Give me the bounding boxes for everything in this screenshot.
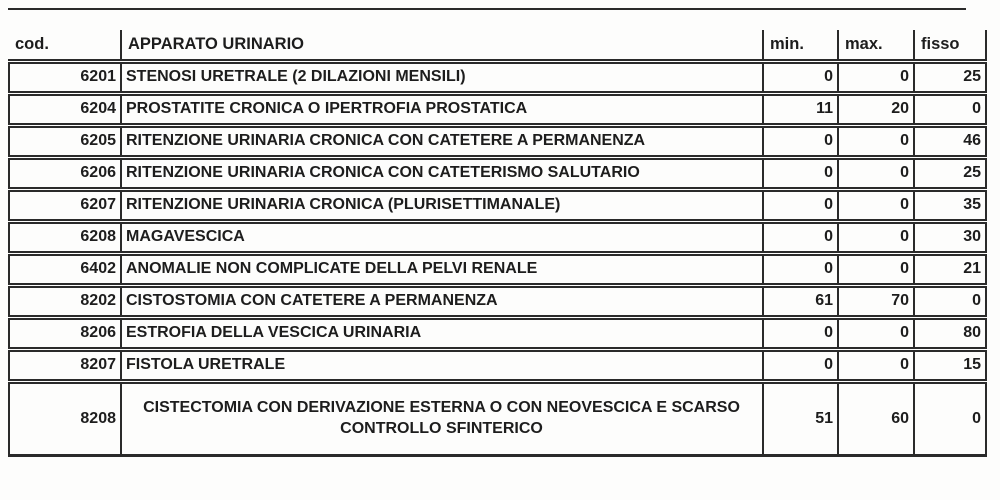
cell-min: 0 (762, 189, 839, 221)
cell-description: RITENZIONE URINARIA CRONICA CON CATETERI… (120, 157, 764, 189)
cell-min: 0 (762, 61, 839, 93)
cell-cod: 6208 (8, 221, 122, 253)
tariff-table: cod. APPARATO URINARIO min. max. fisso 6… (8, 30, 987, 457)
header-desc: APPARATO URINARIO (120, 30, 764, 61)
cell-fisso: 35 (913, 189, 987, 221)
cell-cod: 6204 (8, 93, 122, 125)
header-max: max. (837, 30, 915, 61)
cell-description: FISTOLA URETRALE (120, 349, 764, 381)
cell-min: 0 (762, 125, 839, 157)
table-row: 6205 RITENZIONE URINARIA CRONICA CON CATE… (8, 125, 987, 157)
cell-max: 0 (837, 317, 915, 349)
header-min: min. (762, 30, 839, 61)
cell-cod: 8202 (8, 285, 122, 317)
cell-min: 61 (762, 285, 839, 317)
cell-max: 0 (837, 157, 915, 189)
cell-description: CISTECTOMIA CON DERIVAZIONE ESTERNA O CO… (120, 381, 764, 455)
cell-max: 0 (837, 221, 915, 253)
cell-fisso: 21 (913, 253, 987, 285)
cell-cod: 8206 (8, 317, 122, 349)
cell-cod: 6205 (8, 125, 122, 157)
cell-max: 20 (837, 93, 915, 125)
table-row: 8202 CISTOSTOMIA CON CATETERE A PERMANENZ… (8, 285, 987, 317)
cell-fisso: 0 (913, 285, 987, 317)
cell-description: PROSTATITE CRONICA O IPERTROFIA PROSTATI… (120, 93, 764, 125)
cell-fisso: 0 (913, 381, 987, 455)
table-row: 8208 CISTECTOMIA CON DERIVAZIONE ESTERNA … (8, 381, 987, 455)
cell-cod: 6402 (8, 253, 122, 285)
cell-description: RITENZIONE URINARIA CRONICA (PLURISETTIM… (120, 189, 764, 221)
header-fisso: fisso (913, 30, 987, 61)
cell-max: 0 (837, 349, 915, 381)
cell-cod: 8207 (8, 349, 122, 381)
table-body: 6201 STENOSI URETRALE (2 DILAZIONI MENSIL… (8, 61, 987, 455)
cell-cod: 6201 (8, 61, 122, 93)
cell-max: 0 (837, 189, 915, 221)
cell-fisso: 46 (913, 125, 987, 157)
header-cod: cod. (9, 30, 122, 61)
cell-description: RITENZIONE URINARIA CRONICA CON CATETERE… (120, 125, 764, 157)
cell-min: 0 (762, 253, 839, 285)
cell-cod: 6207 (8, 189, 122, 221)
cell-max: 0 (837, 253, 915, 285)
cell-description: MAGAVESCICA (120, 221, 764, 253)
cell-description: ANOMALIE NON COMPLICATE DELLA PELVI RENA… (120, 253, 764, 285)
cell-min: 0 (762, 349, 839, 381)
cell-min: 0 (762, 157, 839, 189)
table-row: 6204 PROSTATITE CRONICA O IPERTROFIA PROS… (8, 93, 987, 125)
table-row: 6207 RITENZIONE URINARIA CRONICA (PLURISE… (8, 189, 987, 221)
table-row: 8206 ESTROFIA DELLA VESCICA URINARIA 0 0 80 (8, 317, 987, 349)
table-header: cod. APPARATO URINARIO min. max. fisso (9, 30, 987, 61)
cell-max: 0 (837, 61, 915, 93)
cell-min: 11 (762, 93, 839, 125)
cell-description: STENOSI URETRALE (2 DILAZIONI MENSILI) (120, 61, 764, 93)
table-row: 6206 RITENZIONE URINARIA CRONICA CON CATE… (8, 157, 987, 189)
cropped-row-border (8, 8, 966, 10)
cell-fisso: 25 (913, 157, 987, 189)
cell-fisso: 0 (913, 93, 987, 125)
cell-min: 0 (762, 317, 839, 349)
cell-description: ESTROFIA DELLA VESCICA URINARIA (120, 317, 764, 349)
cell-fisso: 80 (913, 317, 987, 349)
cell-cod: 8208 (8, 381, 122, 455)
cell-max: 70 (837, 285, 915, 317)
table-row: 6201 STENOSI URETRALE (2 DILAZIONI MENSIL… (8, 61, 987, 93)
table-row: 6402 ANOMALIE NON COMPLICATE DELLA PELVI … (8, 253, 987, 285)
cell-fisso: 15 (913, 349, 987, 381)
cell-fisso: 30 (913, 221, 987, 253)
cell-max: 0 (837, 125, 915, 157)
table-row: 8207 FISTOLA URETRALE 0 0 15 (8, 349, 987, 381)
cell-fisso: 25 (913, 61, 987, 93)
cell-min: 51 (762, 381, 839, 455)
cell-cod: 6206 (8, 157, 122, 189)
table-row: 6208 MAGAVESCICA 0 0 30 (8, 221, 987, 253)
cell-description: CISTOSTOMIA CON CATETERE A PERMANENZA (120, 285, 764, 317)
cell-max: 60 (837, 381, 915, 455)
header-row: cod. APPARATO URINARIO min. max. fisso (9, 30, 987, 61)
cell-min: 0 (762, 221, 839, 253)
